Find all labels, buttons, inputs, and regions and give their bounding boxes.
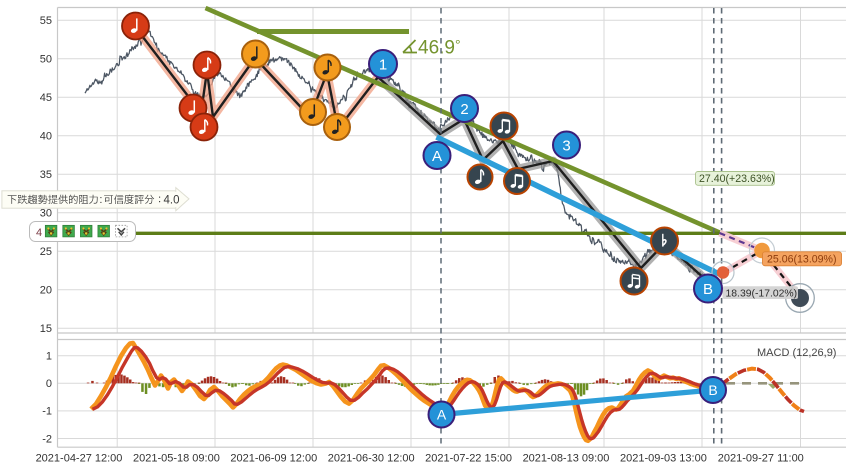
svg-text:2021-04-27 12:00: 2021-04-27 12:00 xyxy=(36,453,123,465)
svg-text:55: 55 xyxy=(40,15,52,27)
svg-text:2021-07-22 15:00: 2021-07-22 15:00 xyxy=(425,453,512,465)
svg-text:3: 3 xyxy=(562,137,570,154)
svg-text:15: 15 xyxy=(40,323,52,335)
svg-text:2021-09-03 13:00: 2021-09-03 13:00 xyxy=(620,453,707,465)
svg-text:2021-06-09 12:00: 2021-06-09 12:00 xyxy=(230,453,317,465)
svg-text:2021-05-18 09:00: 2021-05-18 09:00 xyxy=(133,453,220,465)
svg-text:1: 1 xyxy=(46,351,52,363)
svg-text:25: 25 xyxy=(40,246,52,258)
svg-text:1: 1 xyxy=(379,56,387,73)
svg-text:45: 45 xyxy=(40,92,52,104)
svg-text:2021-06-30 12:00: 2021-06-30 12:00 xyxy=(328,453,415,465)
svg-text:4: 4 xyxy=(36,227,42,239)
svg-text:4.0: 4.0 xyxy=(164,194,180,206)
svg-text:B: B xyxy=(708,382,717,398)
svg-text:27.40(+23.63%): 27.40(+23.63%) xyxy=(699,173,775,185)
svg-text:A: A xyxy=(437,407,447,423)
svg-text:46.9°: 46.9° xyxy=(418,37,461,59)
svg-text:20: 20 xyxy=(40,285,52,297)
svg-text:2021-08-13 09:00: 2021-08-13 09:00 xyxy=(523,453,610,465)
svg-text:-2: -2 xyxy=(42,433,52,445)
svg-text:50: 50 xyxy=(40,54,52,66)
svg-text:2021-09-27 11:00: 2021-09-27 11:00 xyxy=(718,453,804,465)
svg-text:-1: -1 xyxy=(42,406,52,418)
svg-text:35: 35 xyxy=(40,169,52,181)
svg-text:25.06(13.09%): 25.06(13.09%) xyxy=(767,254,837,266)
svg-text:B: B xyxy=(703,281,713,298)
svg-text:0: 0 xyxy=(46,378,52,390)
svg-text:18.39(-17.02%): 18.39(-17.02%) xyxy=(726,288,798,299)
svg-text:40: 40 xyxy=(40,131,52,143)
svg-text:2: 2 xyxy=(460,101,468,118)
svg-text:30: 30 xyxy=(40,208,52,220)
svg-text::: : xyxy=(99,194,102,206)
svg-text:A: A xyxy=(432,148,442,165)
svg-text:MACD (12,26,9): MACD (12,26,9) xyxy=(757,347,836,359)
